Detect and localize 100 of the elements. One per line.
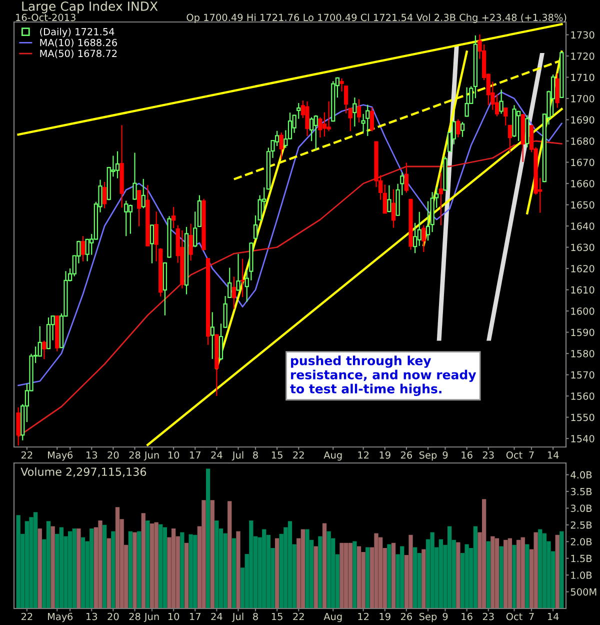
- bar: [447, 526, 452, 608]
- bar: [33, 512, 38, 608]
- candlestick: [370, 108, 374, 132]
- x-tick-label: 10: [168, 612, 180, 620]
- candlestick: [555, 73, 560, 108]
- y-tick-label: 1620: [571, 264, 594, 272]
- bar: [38, 528, 42, 608]
- y-tick-label: 2.5B: [570, 521, 592, 529]
- bar: [24, 521, 30, 608]
- bar: [50, 526, 55, 608]
- candlestick: [115, 151, 120, 178]
- y-tick-label: 1680: [571, 137, 594, 145]
- bar: [525, 544, 530, 608]
- y-tick-label: 1560: [571, 392, 594, 400]
- bar: [473, 526, 478, 608]
- bar: [171, 528, 176, 608]
- y-tick-label: 1580: [571, 350, 594, 358]
- x-tick-label: Aug: [324, 612, 342, 622]
- candlestick: [193, 212, 198, 248]
- bar: [508, 538, 512, 608]
- y-tick-label: 3.5B: [570, 488, 592, 496]
- bar: [111, 531, 116, 608]
- bar: [464, 544, 469, 608]
- x-tick-label: 19: [380, 612, 390, 620]
- candlestick: [132, 152, 137, 200]
- bar: [542, 533, 547, 608]
- bar: [132, 532, 137, 608]
- bar: [378, 537, 383, 608]
- bar: [150, 524, 154, 608]
- candlestick: [456, 119, 460, 138]
- bar: [356, 546, 362, 608]
- bar: [494, 538, 500, 608]
- bar: [146, 520, 150, 608]
- x-tick-label: 10: [168, 451, 180, 459]
- x-tick-label: 19: [380, 451, 390, 459]
- candlestick: [38, 326, 42, 357]
- x-tick-label: 15: [272, 451, 282, 459]
- candlestick: [499, 90, 504, 114]
- x-tick-label: 14: [548, 451, 559, 459]
- x-tick-label: 17: [190, 612, 200, 620]
- x-tick-label: 16: [462, 451, 472, 459]
- x-tick-label: 24: [211, 612, 222, 620]
- candlestick: [382, 184, 387, 214]
- candlestick: [172, 206, 176, 228]
- x-tick-label: 7: [529, 451, 534, 459]
- y-tick-label: 1670: [571, 158, 594, 166]
- bar: [490, 536, 495, 608]
- candlestick: [404, 162, 408, 193]
- x-tick-label: Jun: [144, 612, 159, 622]
- bar: [322, 523, 327, 608]
- bar: [499, 546, 504, 608]
- candlestick: [426, 201, 430, 241]
- x-tick-label: 6: [68, 612, 73, 620]
- x-tick-label: 12: [358, 451, 369, 459]
- x-tick-label: 8: [253, 451, 258, 459]
- y-tick-label: 3.0B: [570, 504, 592, 512]
- bar: [344, 542, 348, 608]
- x-tick-label: Oct: [506, 451, 522, 459]
- bar: [80, 537, 86, 608]
- x-tick-label: 24: [211, 451, 222, 459]
- legend-label: MA(50) 1678.72: [40, 50, 117, 58]
- x-tick-label: 8: [253, 612, 258, 620]
- bar: [408, 534, 413, 608]
- x-tick-label: 13: [86, 612, 98, 620]
- annotation: pushed through key resistance, and now ready to test all-time highs.: [290, 356, 476, 396]
- y-tick-label: 1650: [571, 201, 594, 209]
- x-tick-label: 7: [529, 612, 534, 620]
- x-tick-label: Jul: [232, 612, 244, 622]
- x-tick-label: 9: [442, 612, 448, 620]
- candlestick: [413, 222, 418, 254]
- bar: [202, 500, 206, 608]
- y-tick-label: 4.0B: [570, 471, 592, 479]
- bar: [288, 521, 292, 608]
- bar: [136, 531, 142, 608]
- x-tick-label: Oct: [506, 612, 522, 620]
- y-tick-label: 1640: [571, 222, 594, 230]
- candlestick: [391, 189, 396, 228]
- x-tick-label: 16: [462, 612, 472, 620]
- candlestick: [236, 254, 240, 291]
- candlestick: [464, 87, 469, 117]
- y-tick-label: 1.0B: [571, 572, 592, 579]
- y-tick-label: 1590: [571, 328, 594, 336]
- bar: [391, 542, 396, 608]
- bar: [184, 542, 189, 608]
- candlestick: [504, 108, 508, 126]
- bar: [128, 531, 133, 608]
- chart-subtitle: Op 1700.49 Hi 1721.76 Lo 1700.49 Cl 1721.54 Vol 2.3B Chg +23.48 (+1.38%): [186, 14, 566, 23]
- bar: [305, 529, 310, 608]
- bar: [516, 540, 521, 608]
- candlestick: [508, 124, 512, 152]
- bar: [560, 531, 564, 608]
- bar: [206, 468, 210, 608]
- x-tick-label: 26: [400, 612, 412, 620]
- candlestick: [494, 94, 500, 116]
- x-tick-label: 23: [482, 612, 494, 620]
- bar: [59, 527, 64, 608]
- candlestick: [124, 200, 128, 236]
- candlestick: [387, 185, 392, 212]
- y-tick-label: 1540: [571, 434, 594, 442]
- bar: [374, 533, 378, 608]
